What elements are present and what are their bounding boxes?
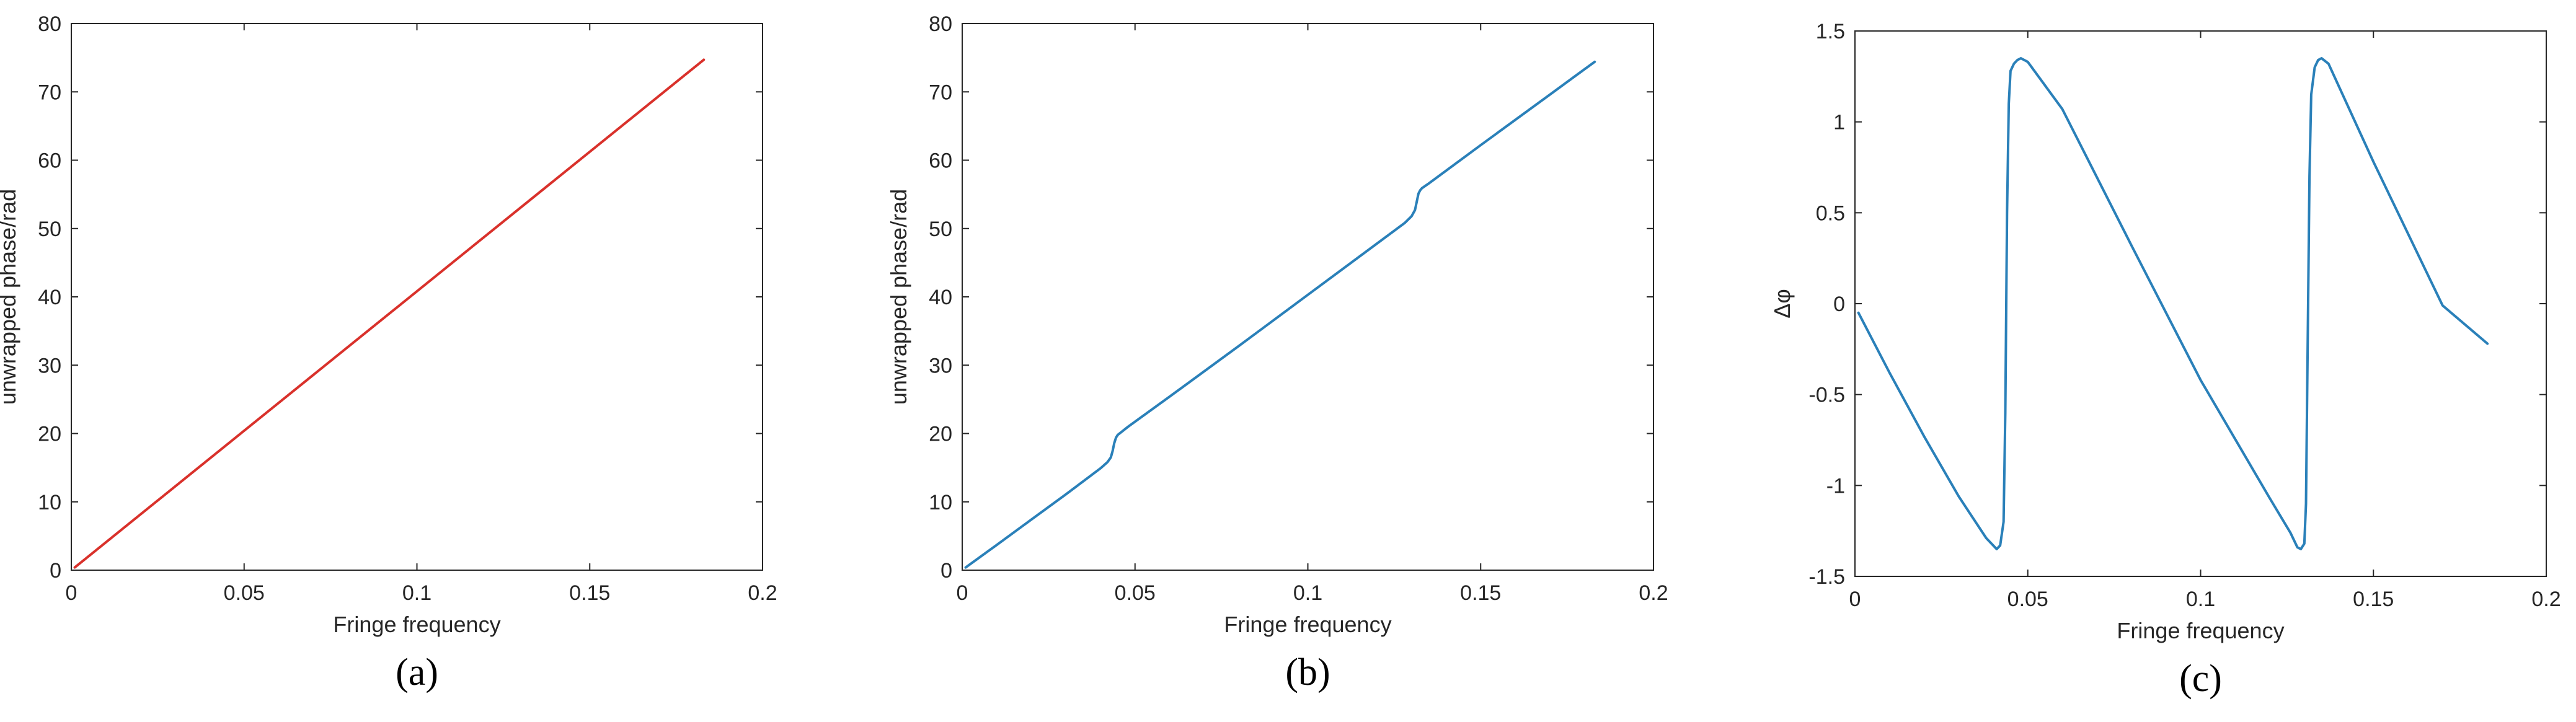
y-tick-label-c: -0.5: [1808, 384, 1845, 407]
series-line-a: [73, 58, 706, 569]
chart-b: 0 0.05 0.1 0.15 0.2 0 10 20 30 40 50 60 70 80 Fringe f…: [886, 12, 1668, 693]
chart-c: 0 0.05 0.1 0.15 0.2 -1.5 -1 -0.5 0 0.5 1 1.5 Fringe …: [1769, 20, 2561, 700]
y-tick-label-a: 30: [38, 354, 61, 377]
y-tick-label-b: 10: [929, 491, 952, 514]
x-tick-label-a: 0.1: [402, 581, 432, 605]
y-tick-label-c: 0: [1833, 293, 1845, 316]
x-tick-label-b: 0.05: [1115, 581, 1156, 605]
x-tick-label-a: 0.15: [569, 581, 610, 605]
y-tick-label-a: 60: [38, 149, 61, 173]
series-line-b: [964, 60, 1596, 569]
y-tick-label-b: 50: [929, 218, 952, 241]
x-tick-label-b: 0.2: [1639, 581, 1668, 605]
plot-frame-c: [1854, 30, 2547, 577]
y-tick-label-a: 0: [50, 559, 61, 583]
x-tick-label-c: 0.05: [2007, 588, 2048, 611]
y-tick-label-b: 30: [929, 354, 952, 377]
y-tick-label-b: 20: [929, 423, 952, 446]
y-tick-label-b: 40: [929, 286, 952, 309]
y-tick-label-b: 60: [929, 149, 952, 173]
panel-label-b: (b): [1285, 651, 1330, 693]
y-tick-label-b: 80: [929, 12, 952, 36]
y-tick-label-b: 70: [929, 81, 952, 104]
y-tick-label-c: -1: [1826, 474, 1845, 498]
x-tick-label-c: 0.15: [2353, 588, 2394, 611]
plot-frame-b: [962, 23, 1654, 571]
y-tick-label-a: 20: [38, 423, 61, 446]
x-tick-label-a: 0.05: [224, 581, 265, 605]
chart-a: 0 0.05 0.1 0.15 0.2 0 10 20 30 40 50 60 70 80 Fringe f…: [0, 12, 777, 693]
x-tick-label-b: 0.1: [1293, 581, 1322, 605]
y-tick-label-a: 80: [38, 12, 61, 36]
x-axis-label-b: Fringe frequency: [1224, 612, 1391, 637]
y-tick-label-c: 1.5: [1816, 20, 1845, 43]
panel-label-c: (c): [2179, 658, 2222, 700]
x-tick-label-c: 0.1: [2186, 588, 2215, 611]
y-tick-label-a: 40: [38, 286, 61, 309]
y-tick-label-c: 1: [1833, 111, 1845, 134]
y-tick-label-c: -1.5: [1808, 565, 1845, 589]
x-axis-label-a: Fringe frequency: [333, 612, 500, 637]
x-tick-label-c: 0: [1849, 588, 1861, 611]
series-line-c: [1857, 57, 2489, 550]
x-tick-label-b: 0.15: [1460, 581, 1501, 605]
y-axis-label-a: unwrapped phase/rad: [0, 189, 20, 405]
x-tick-label-a: 0.2: [748, 581, 777, 605]
y-tick-label-a: 70: [38, 81, 61, 104]
x-axis-label-c: Fringe frequency: [2117, 618, 2284, 643]
y-axis-label-b: unwrapped phase/rad: [886, 189, 911, 405]
plot-frame-a: [71, 23, 763, 571]
x-tick-label-b: 0: [957, 581, 968, 605]
y-tick-label-b: 0: [941, 559, 952, 583]
y-tick-label-c: 0.5: [1816, 201, 1845, 225]
panel-label-a: (a): [396, 651, 438, 693]
y-tick-label-a: 10: [38, 491, 61, 514]
y-axis-label-c: Δφ: [1769, 289, 1795, 318]
x-tick-label-c: 0.2: [2531, 588, 2561, 611]
x-tick-label-a: 0: [66, 581, 77, 605]
y-tick-label-a: 50: [38, 218, 61, 241]
